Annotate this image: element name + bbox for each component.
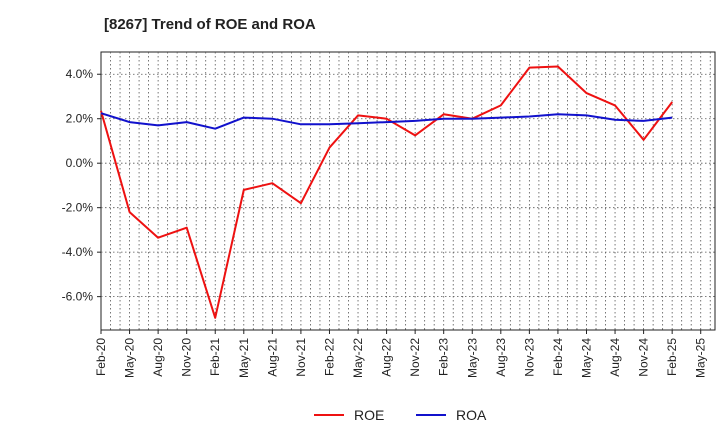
x-tick-label: Aug-21 <box>265 338 279 377</box>
y-tick-label: 0.0% <box>66 156 94 170</box>
y-tick-label: -2.0% <box>62 201 94 215</box>
legend-roe-label: ROE <box>354 407 384 423</box>
x-tick-label: May-24 <box>579 338 593 378</box>
x-tick-label: Aug-22 <box>380 338 394 377</box>
series-line-roe <box>100 65 673 319</box>
x-tick-label: Nov-23 <box>522 338 536 377</box>
x-tick-label: Feb-23 <box>437 338 451 376</box>
x-tick-label: Aug-20 <box>151 338 165 377</box>
y-axis-ticks: 4.0% 2.0% 0.0% -2.0% -4.0% -6.0% <box>62 67 101 304</box>
x-tick-label: May-21 <box>237 338 251 378</box>
plot-area <box>100 51 716 331</box>
x-tick-label: May-25 <box>694 338 708 378</box>
x-tick-label: Nov-24 <box>637 338 651 377</box>
x-tick-label: Aug-24 <box>608 338 622 377</box>
legend: ROE ROA <box>314 407 487 423</box>
x-tick-label: Feb-22 <box>322 338 336 376</box>
x-tick-label: Feb-20 <box>94 338 108 376</box>
legend-roa-label: ROA <box>456 407 487 423</box>
x-tick-label: May-20 <box>123 338 137 378</box>
chart-title: [8267] Trend of ROE and ROA <box>104 16 316 33</box>
x-tick-label: May-23 <box>465 338 479 378</box>
series-lines <box>100 65 673 319</box>
x-tick-label: Nov-22 <box>408 338 422 377</box>
series-line-roa <box>100 112 673 130</box>
x-tick-label: Feb-24 <box>551 338 565 376</box>
x-tick-label: Feb-21 <box>208 338 222 376</box>
y-tick-label: -4.0% <box>62 245 94 259</box>
x-axis-ticks: Feb-20 May-20 Aug-20 Nov-20 Feb-21 May-21 Aug-… <box>94 330 708 378</box>
x-tick-label: Nov-20 <box>180 338 194 377</box>
x-tick-label: Feb-25 <box>665 338 679 376</box>
x-tick-label: Nov-21 <box>294 338 308 377</box>
x-tick-label: Aug-23 <box>494 338 508 377</box>
y-tick-label: 2.0% <box>66 112 94 126</box>
y-tick-label: 4.0% <box>66 67 94 81</box>
x-tick-label: May-22 <box>351 338 365 378</box>
y-tick-label: -6.0% <box>62 290 94 304</box>
